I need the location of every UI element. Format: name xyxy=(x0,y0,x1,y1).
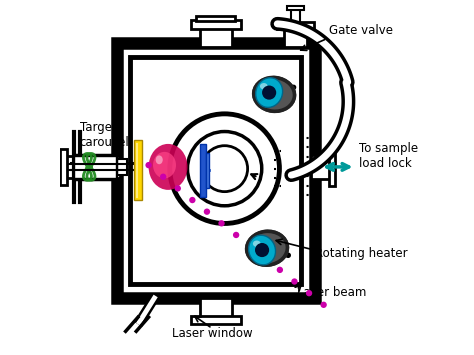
Circle shape xyxy=(146,162,152,168)
Circle shape xyxy=(306,290,312,296)
Circle shape xyxy=(262,86,276,100)
Bar xyxy=(191,316,240,324)
Text: Laser window: Laser window xyxy=(172,327,253,340)
Text: Rotating heater: Rotating heater xyxy=(315,247,408,260)
Circle shape xyxy=(189,197,196,203)
Bar xyxy=(113,159,127,175)
Bar xyxy=(200,298,232,319)
Bar xyxy=(191,20,240,29)
Text: To sample
load lock: To sample load lock xyxy=(359,142,418,170)
Ellipse shape xyxy=(260,83,268,89)
Circle shape xyxy=(320,302,327,308)
Circle shape xyxy=(174,185,181,192)
Bar xyxy=(73,156,116,178)
Bar xyxy=(206,153,209,188)
Ellipse shape xyxy=(253,77,295,112)
Bar xyxy=(277,22,314,29)
Circle shape xyxy=(255,243,269,257)
Bar xyxy=(196,16,235,21)
Circle shape xyxy=(233,232,239,238)
Circle shape xyxy=(247,244,254,250)
Bar xyxy=(200,144,206,197)
Text: Gate valve: Gate valve xyxy=(329,24,393,37)
Ellipse shape xyxy=(246,230,288,266)
Text: Laser beam: Laser beam xyxy=(297,286,366,299)
Ellipse shape xyxy=(253,240,261,247)
Circle shape xyxy=(160,174,166,180)
Ellipse shape xyxy=(155,155,163,164)
Bar xyxy=(200,26,232,47)
Circle shape xyxy=(219,220,225,226)
Circle shape xyxy=(204,208,210,215)
Ellipse shape xyxy=(248,235,275,265)
Bar xyxy=(73,154,116,179)
Bar xyxy=(311,154,332,179)
Bar xyxy=(284,27,307,47)
Ellipse shape xyxy=(153,152,176,178)
Bar xyxy=(291,9,300,23)
Bar xyxy=(286,6,304,10)
Ellipse shape xyxy=(148,144,188,190)
Circle shape xyxy=(262,255,268,261)
Bar xyxy=(329,147,335,186)
Circle shape xyxy=(277,267,283,273)
Bar xyxy=(130,56,301,284)
Ellipse shape xyxy=(255,78,283,108)
Circle shape xyxy=(292,278,298,285)
Bar xyxy=(60,148,66,185)
Bar xyxy=(117,43,315,298)
Bar xyxy=(135,140,142,201)
Bar xyxy=(60,156,120,178)
Text: Target
carousel: Target carousel xyxy=(80,121,129,149)
